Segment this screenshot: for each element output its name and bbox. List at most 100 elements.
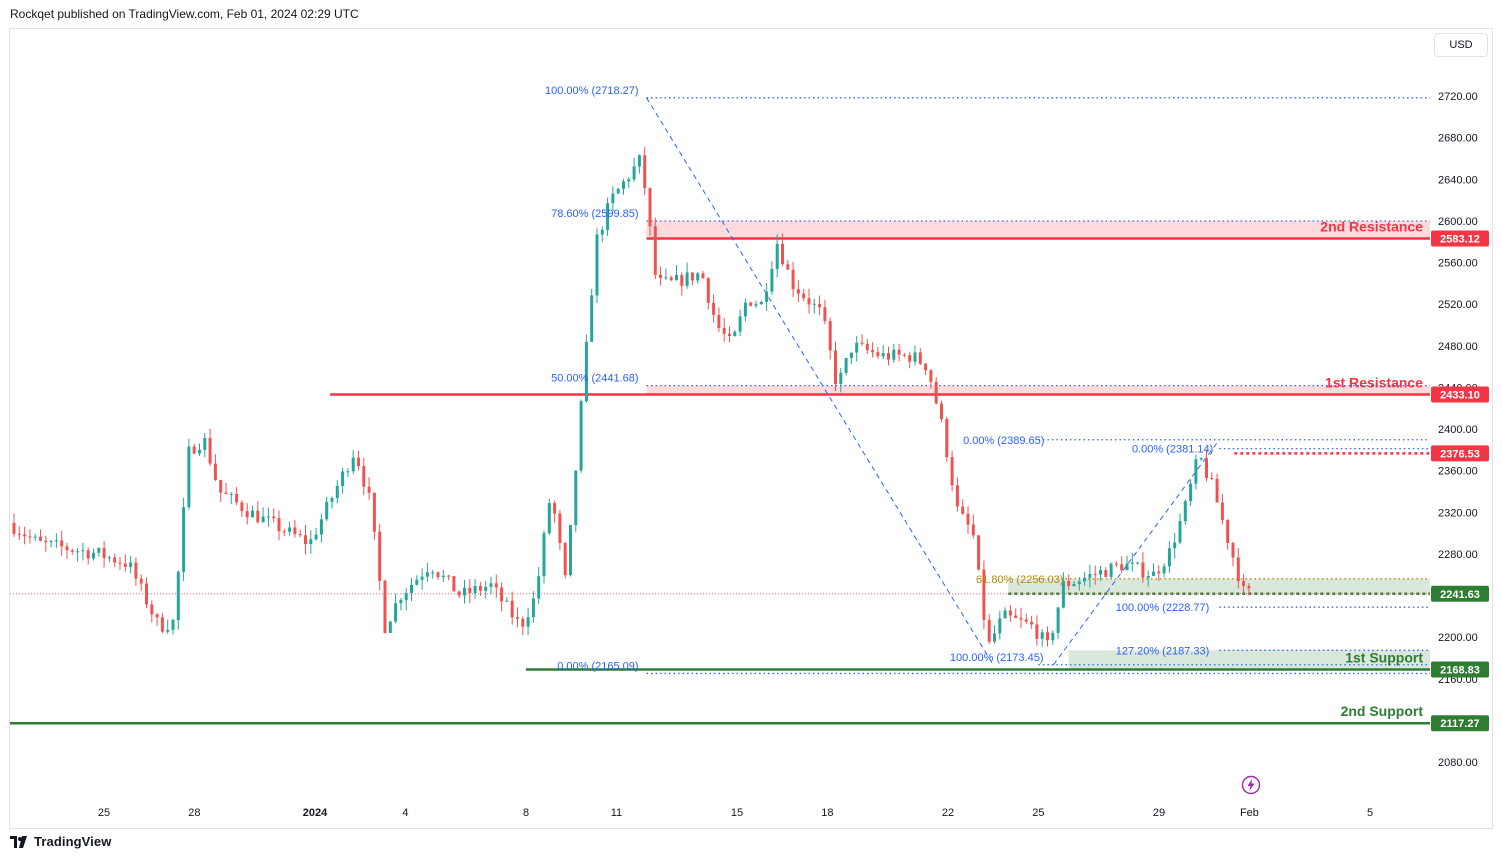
candle-body (362, 466, 366, 487)
candle-body (314, 534, 318, 540)
candle-body (993, 633, 996, 642)
candle-body (1125, 563, 1129, 571)
candle-body (150, 604, 154, 615)
candle-body (1051, 632, 1055, 641)
candle-body (802, 293, 806, 299)
candle-body (1104, 570, 1108, 577)
y-tick-label: 2720.00 (1438, 91, 1478, 103)
candle-body (436, 572, 440, 578)
candle-body (489, 583, 493, 587)
price-badge-label: 2433.10 (1440, 390, 1480, 402)
y-tick-label: 2400.00 (1438, 424, 1478, 436)
candle-body (1183, 501, 1187, 522)
candle-body (1088, 574, 1092, 578)
candle-body (839, 372, 843, 385)
price-badge (1431, 661, 1489, 678)
candle-body (383, 580, 387, 633)
y-tick-label: 2680.00 (1438, 133, 1478, 145)
candle-body (1152, 571, 1155, 577)
candle-body (770, 269, 774, 292)
x-tick-label: 5 (1367, 807, 1373, 819)
candle-body (198, 449, 201, 454)
x-tick-label: 11 (611, 807, 622, 819)
x-axis: 25 28 2024 4 8 11 15 18 22 25 29 Feb 5 (98, 807, 1373, 819)
candle-body (749, 302, 753, 306)
x-tick-label: 28 (188, 807, 200, 819)
candle-body (54, 540, 58, 542)
candle-body (1167, 548, 1171, 567)
fib-label: 100.00% (2718.27) (545, 85, 639, 97)
candle-body (955, 485, 959, 507)
candle-body (685, 272, 689, 286)
candle-body (913, 352, 917, 362)
candle-body (887, 353, 890, 360)
candle-body (33, 536, 37, 538)
y-tick-label: 2080.00 (1438, 757, 1478, 769)
fib-trend-line (1053, 439, 1220, 666)
candle-body (452, 576, 456, 592)
chart-frame (9, 28, 1493, 829)
candle-body (17, 533, 21, 535)
candle-body (622, 181, 625, 189)
candle-body (145, 583, 148, 605)
candle-body (1178, 521, 1182, 543)
candle-body (849, 352, 853, 359)
candle-body (1231, 542, 1235, 558)
candle-body (388, 621, 392, 633)
candle-body (653, 226, 657, 275)
candle-body (1173, 542, 1177, 549)
candle-body (998, 618, 1002, 634)
price-badge-label: 2583.12 (1440, 233, 1480, 245)
candle-body (229, 493, 233, 495)
candle-body (160, 617, 164, 632)
candle-body (304, 535, 307, 545)
candle-body (743, 302, 747, 317)
candle-body (775, 243, 779, 270)
candle-body (500, 587, 504, 602)
candle-body (272, 516, 276, 519)
candle-body (595, 234, 599, 296)
candle-body (1030, 621, 1034, 625)
candle-body (420, 576, 424, 580)
level-zone (646, 385, 1430, 395)
candle-body (902, 354, 906, 356)
candle-body (526, 617, 530, 627)
x-tick-label: 15 (731, 807, 743, 819)
fib-label: 127.20% (2187.33) (1116, 645, 1210, 657)
candle-body (897, 349, 901, 355)
candle-body (266, 516, 270, 518)
candle-body (547, 503, 551, 534)
candle-body (1146, 576, 1150, 578)
level-name: 1st Resistance (1325, 375, 1423, 391)
candle-body (648, 188, 652, 227)
candle-body (765, 291, 769, 302)
candle-body (213, 463, 217, 480)
candle-body (611, 193, 615, 204)
price-badge-label: 2376.53 (1440, 448, 1480, 460)
candle-body (590, 295, 594, 342)
candle-body (791, 269, 795, 290)
candle-body (945, 419, 949, 458)
candle-body (754, 304, 758, 306)
candle-body (1014, 615, 1018, 618)
candle-body (717, 314, 721, 328)
candle-body (1067, 580, 1071, 587)
candle-body (341, 471, 345, 486)
candle-body (277, 518, 281, 532)
candle-body (871, 350, 875, 353)
x-tick-label: 2024 (303, 807, 328, 819)
currency-button[interactable]: USD (1434, 33, 1488, 57)
candle-body (171, 619, 175, 630)
candle-body (335, 485, 339, 499)
candle-body (786, 264, 790, 270)
candle-body (1040, 632, 1044, 639)
candle-body (1242, 581, 1246, 586)
price-badge (1431, 585, 1489, 602)
lightning-icon[interactable] (1241, 775, 1261, 795)
candle-body (569, 525, 572, 576)
candle-body (563, 543, 567, 576)
price-badge (1431, 386, 1489, 403)
candle-body (812, 303, 816, 305)
candle-body (1120, 564, 1124, 571)
